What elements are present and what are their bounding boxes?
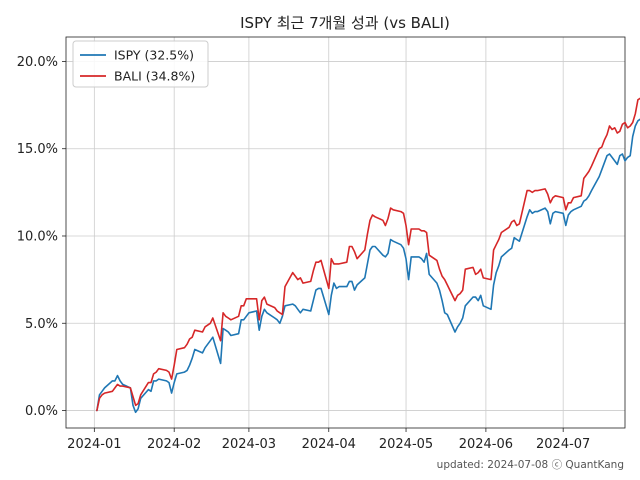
x-tick-label: 2024-06	[459, 437, 513, 452]
legend: ISPY (32.5%) BALI (34.8%)	[72, 40, 209, 88]
legend-label-bali: BALI (34.8%)	[114, 69, 195, 84]
y-axis-ticks: 0.0% 5.0% 10.0% 15.0% 20.0%	[17, 55, 66, 419]
y-tick-label: 10.0%	[17, 229, 58, 244]
y-tick-label: 0.0%	[25, 404, 58, 419]
x-tick-label: 2024-04	[302, 437, 356, 452]
legend-box	[72, 40, 209, 88]
y-tick-label: 20.0%	[17, 55, 58, 70]
plot-area-frame	[65, 36, 626, 429]
legend-label-ispy: ISPY (32.5%)	[114, 48, 194, 63]
y-tick-label: 15.0%	[17, 142, 58, 157]
x-tick-label: 2024-01	[67, 437, 121, 452]
x-tick-label: 2024-07	[536, 437, 590, 452]
series-line-bali	[96, 97, 640, 412]
series-line-ispy	[96, 118, 640, 414]
footer-note: updated: 2024-07-08 ⓒ QuantKang	[437, 459, 624, 471]
chart-title: ISPY 최근 7개월 성과 (vs BALI)	[240, 14, 450, 32]
x-tick-label: 2024-03	[222, 437, 276, 452]
grid-lines	[66, 37, 625, 428]
x-axis-ticks: 2024-01 2024-02 2024-03 2024-04 2024-05 2024-…	[67, 428, 590, 452]
x-tick-label: 2024-02	[147, 437, 201, 452]
series-lines	[96, 97, 640, 414]
y-tick-label: 5.0%	[25, 317, 58, 332]
x-tick-label: 2024-05	[379, 437, 433, 452]
